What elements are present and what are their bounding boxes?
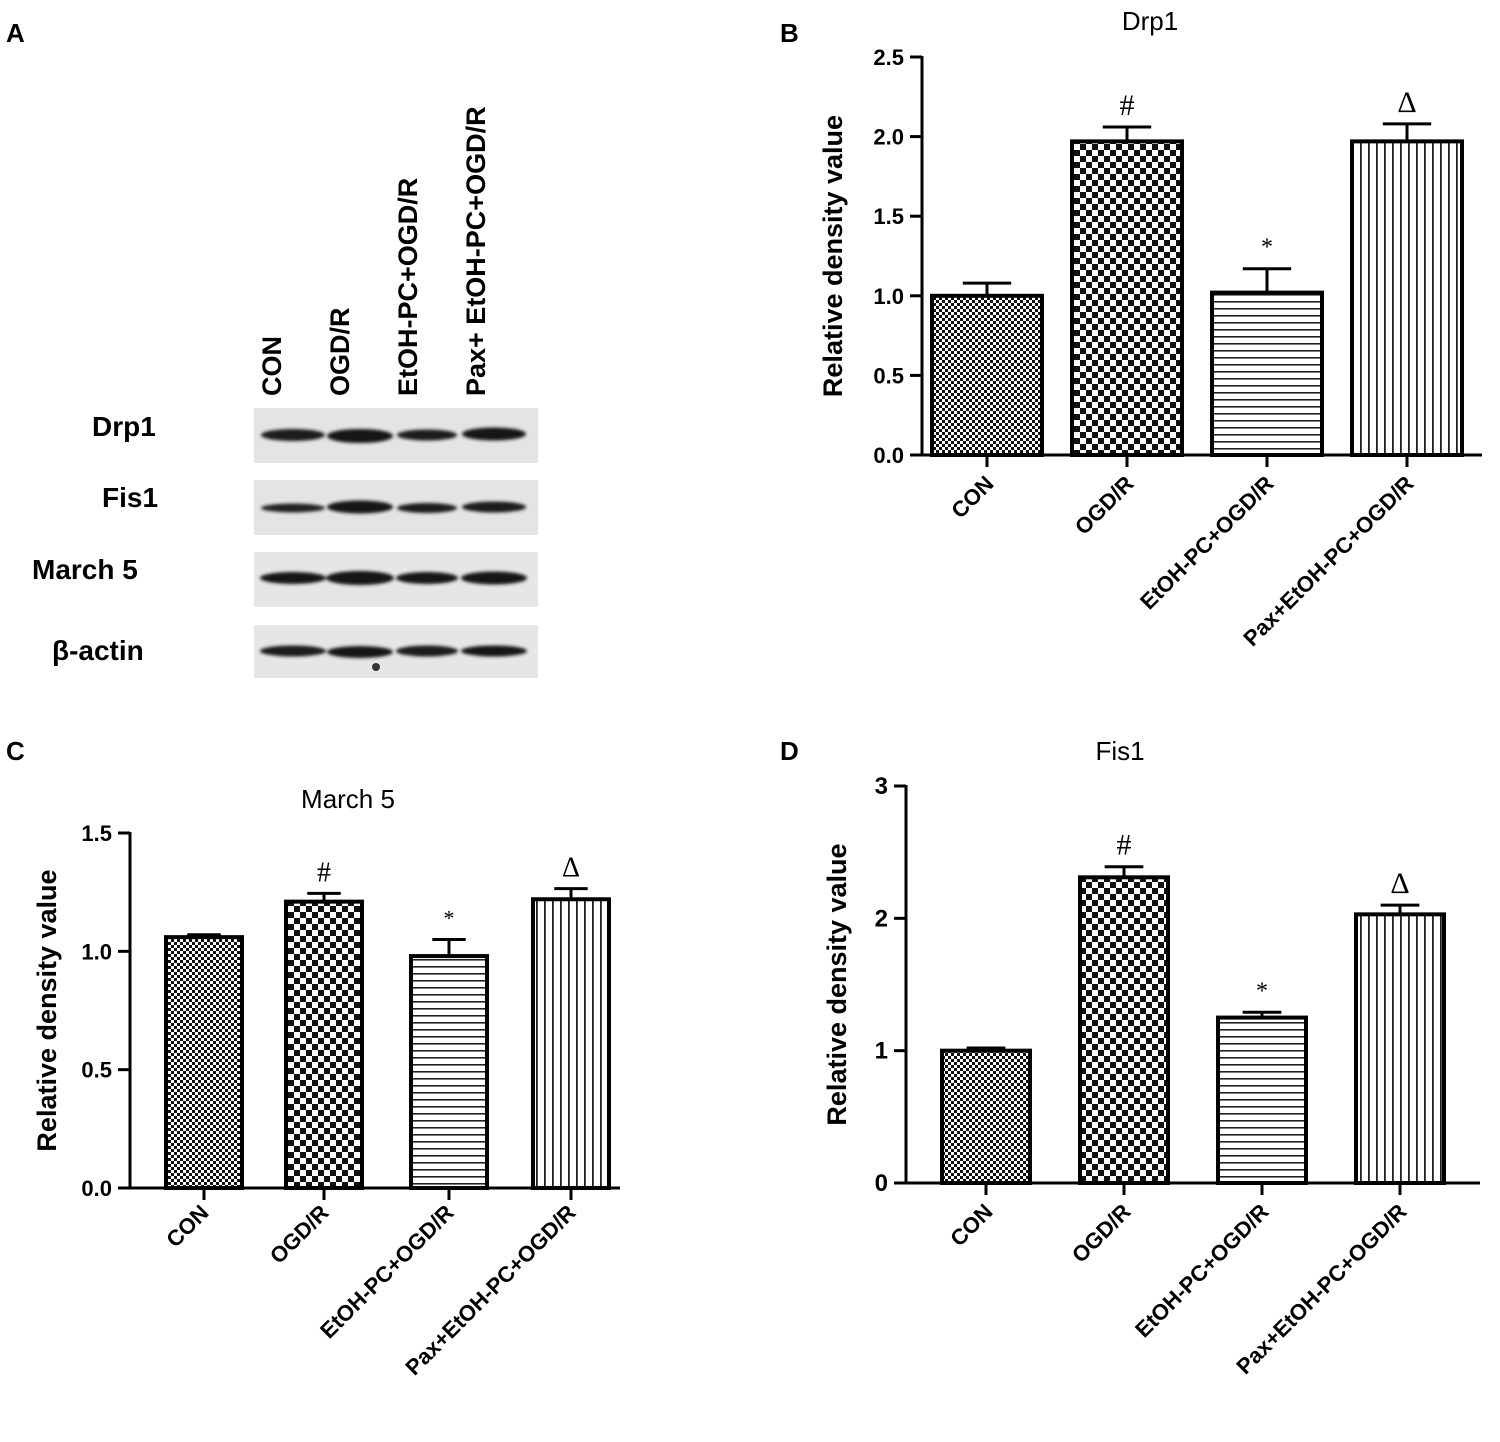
y-axis-label: Relative density value	[818, 115, 848, 397]
chart-title: Drp1	[1122, 6, 1178, 36]
y-axis-label: Relative density value	[32, 869, 62, 1151]
western-blot: CON OGD/R EtOH-PC+OGD/R Pax+ EtOH-PC+OGD…	[32, 106, 538, 678]
band-fis1-con	[261, 503, 325, 513]
bar	[1354, 912, 1446, 1185]
x-category-label: OGD/R	[265, 1200, 334, 1269]
panel-letter-a: A	[6, 18, 25, 48]
x-category-label: EtOH-PC+OGD/R	[1135, 471, 1279, 615]
y-tick-label: 0.0	[81, 1176, 112, 1201]
panel-letter-d: D	[780, 736, 799, 766]
significance-mark: #	[1117, 829, 1132, 862]
band-march5-con	[260, 572, 326, 584]
y-tick-label: 2.0	[873, 125, 904, 150]
lane-label-pax-etoh-pc: Pax+ EtOH-PC+OGD/R	[461, 106, 491, 396]
band-march5-pax	[461, 571, 527, 585]
bar	[930, 293, 1044, 457]
chart-title: Fis1	[1095, 736, 1144, 766]
significance-mark: *	[444, 906, 455, 931]
significance-mark: Δ	[1397, 86, 1416, 119]
band-beta-actin-ogdr	[327, 646, 393, 658]
blot-row-label-march5: March 5	[32, 554, 138, 585]
band-fis1-ogdr	[327, 500, 393, 514]
panel-letter-b: B	[780, 18, 799, 48]
band-march5-ogdr	[326, 571, 394, 585]
band-fis1-etoh-pc	[397, 503, 457, 513]
y-tick-label: 0.5	[873, 363, 904, 388]
significance-mark: Δ	[562, 853, 580, 884]
y-tick-label: 0	[875, 1170, 888, 1197]
lane-label-etoh-pc: EtOH-PC+OGD/R	[393, 178, 423, 396]
bar	[1210, 290, 1324, 457]
band-drp1-pax	[462, 427, 526, 441]
y-tick-label: 1.0	[81, 939, 112, 964]
y-tick-label: 1.5	[81, 821, 112, 846]
lane-label-ogdr: OGD/R	[325, 307, 355, 396]
significance-mark: Δ	[1390, 867, 1409, 900]
chart-fis1: Fis1 Relative density value 0 1 2 3 CON OGD/R # E…	[822, 736, 1480, 1379]
bar	[1350, 139, 1464, 457]
x-category-label: EtOH-PC+OGD/R	[1130, 1199, 1274, 1343]
significance-mark: *	[1256, 978, 1268, 1004]
band-drp1-con	[261, 429, 325, 441]
y-tick-label: 1.5	[873, 204, 904, 229]
band-march5-etoh-pc	[396, 572, 458, 584]
significance-mark: *	[1261, 235, 1273, 261]
bar	[1078, 875, 1170, 1185]
y-tick-label: 1	[875, 1038, 888, 1065]
x-category-label: CON	[945, 1199, 997, 1251]
chart-drp1: Drp1 Relative density value 0.0 0.5 1.0 1.5 2.…	[818, 6, 1482, 651]
blot-row-label-beta-actin: β-actin	[52, 635, 144, 666]
significance-mark: #	[317, 857, 331, 888]
band-drp1-ogdr	[327, 429, 393, 443]
bar	[940, 1048, 1032, 1185]
band-beta-actin-con	[260, 645, 326, 657]
band-fis1-pax	[462, 501, 526, 513]
y-axis-label: Relative density value	[822, 843, 852, 1125]
band-drp1-etoh-pc	[397, 429, 457, 441]
bar	[409, 954, 489, 1190]
x-category-label: CON	[161, 1200, 213, 1252]
blot-row-label-fis1: Fis1	[102, 482, 158, 513]
y-tick-label: 2.5	[873, 45, 904, 70]
bar	[284, 899, 364, 1191]
bar	[531, 897, 611, 1190]
blot-row-label-drp1: Drp1	[92, 411, 156, 442]
chart-title: March 5	[301, 784, 395, 814]
band-beta-actin-pax	[461, 645, 527, 657]
panel-letter-c: C	[6, 736, 25, 766]
x-category-label: EtOH-PC+OGD/R	[315, 1200, 459, 1344]
x-category-label: OGD/R	[1067, 1199, 1136, 1268]
y-tick-label: 2	[875, 905, 888, 932]
y-tick-label: 3	[875, 773, 888, 800]
y-tick-label: 0.0	[873, 443, 904, 468]
band-beta-actin-etoh-pc	[396, 645, 458, 657]
chart-march5: March 5 Relative density value 0.0 0.5 1.0 1.…	[32, 784, 620, 1380]
lane-label-con: CON	[257, 336, 287, 396]
x-category-label: CON	[946, 471, 998, 523]
blot-artifact-spot	[372, 663, 380, 671]
significance-mark: #	[1120, 89, 1135, 122]
bar	[1070, 139, 1184, 457]
bar	[164, 935, 244, 1191]
y-tick-label: 1.0	[873, 284, 904, 309]
y-tick-label: 0.5	[81, 1058, 112, 1083]
bar	[1216, 1015, 1308, 1185]
x-category-label: OGD/R	[1070, 471, 1139, 540]
